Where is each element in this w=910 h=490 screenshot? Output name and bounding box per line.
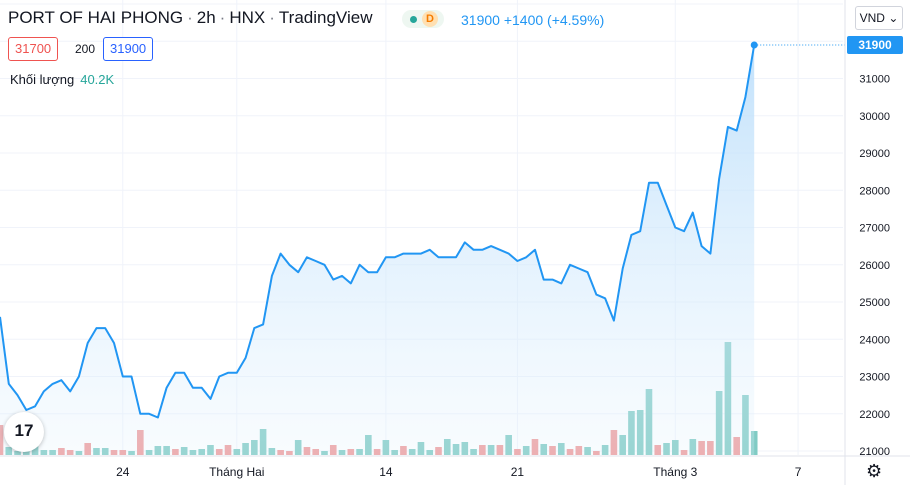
y-tick-label: 23000 [859,372,890,384]
spread-value: 200 [75,42,96,56]
y-tick-label: 30000 [859,111,890,123]
symbol-name[interactable]: PORT OF HAI PHONG [8,8,184,27]
last-price-tag-label: 31900 [858,38,892,52]
exchange-label: HNX [229,8,266,27]
x-tick-label: 14 [379,465,393,479]
chevron-down-icon: ⌄ [888,11,899,25]
buy-price-box[interactable]: 31900 [103,37,154,61]
y-tick-label: 24000 [859,334,890,346]
separator-dot: · [269,8,275,27]
x-tick-label: Tháng Hai [209,465,264,479]
last-price-tag [847,35,903,54]
sell-price-box[interactable]: 31700 [8,37,59,61]
tradingview-logo[interactable]: 17 [4,412,44,452]
logo-text: 17 [14,421,34,440]
x-tick-label: 21 [511,465,525,479]
y-tick-label: 28000 [859,185,890,197]
delayed-data-badge: D [422,11,438,27]
market-open-dot-icon [410,16,417,23]
price-line [0,44,756,419]
volume-label: Khối lượng [10,72,75,87]
price-quote: 31900 +1400 (+4.59%) [461,12,604,28]
separator-dot: · [219,8,226,27]
volume-value: 40.2K [80,72,115,87]
x-tick-label: 7 [795,465,802,479]
market-status-badge[interactable]: D [402,10,444,28]
price-area [0,45,755,455]
currency-label: VND [859,11,885,25]
last-price: 31900 [461,12,500,28]
volume-bar [750,431,758,455]
y-tick-label: 25000 [859,297,890,309]
y-tick-label: 29000 [859,148,890,160]
separator-dot: · [187,8,193,27]
y-tick-label: 22000 [859,409,890,421]
price-change: +1400 (+4.59%) [503,12,605,28]
y-tick-label: 31000 [859,74,890,86]
interval-label[interactable]: 2h [196,8,216,27]
x-tick-label: Tháng 3 [653,465,697,479]
volume-legend: Khối lượng 40.2K [10,72,114,87]
y-tick-label: 27000 [859,223,890,235]
last-price-marker [750,41,758,49]
chart-title: PORT OF HAI PHONG · 2h · HNX · TradingView [8,8,372,28]
y-tick-label: 21000 [859,446,890,458]
source-label: TradingView [278,8,373,27]
currency-selector[interactable]: VND ⌄ [855,6,903,30]
x-tick-label: 24 [116,465,130,479]
y-tick-label: 26000 [859,260,890,272]
gear-icon[interactable]: ⚙ [866,461,883,481]
